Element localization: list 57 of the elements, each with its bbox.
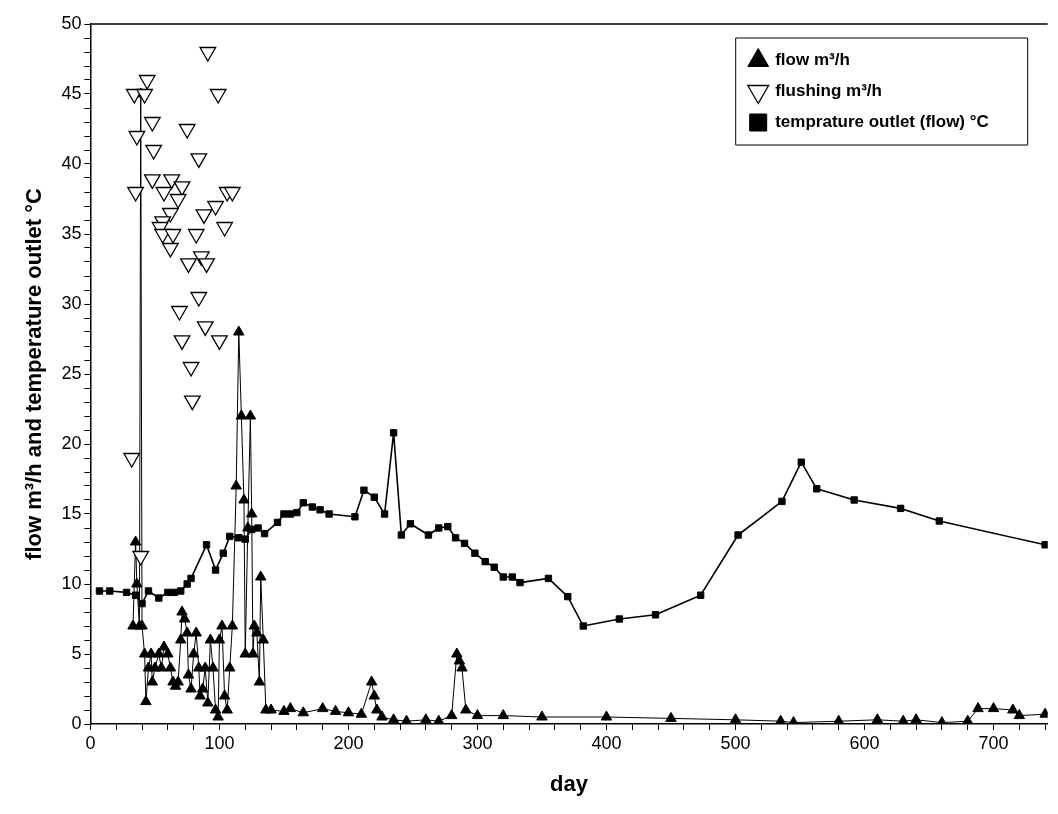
point <box>143 116 161 132</box>
point <box>216 221 234 237</box>
point <box>164 228 182 244</box>
point <box>143 174 161 190</box>
point <box>187 228 205 244</box>
point <box>178 123 196 139</box>
point <box>161 207 179 223</box>
point <box>132 550 150 566</box>
x-tick-label: 400 <box>591 732 622 753</box>
y-tick-label: 10 <box>61 572 82 593</box>
y-tick-label: 40 <box>61 152 82 173</box>
y-tick-label: 0 <box>71 712 82 733</box>
point <box>190 153 208 169</box>
point <box>155 186 173 202</box>
point <box>145 144 163 160</box>
point <box>223 186 241 202</box>
point <box>171 305 188 321</box>
y-tick-label: 15 <box>61 502 82 523</box>
x-tick-label: 0 <box>85 732 96 753</box>
point <box>196 321 214 337</box>
point <box>182 361 200 377</box>
y-tick-label: 20 <box>61 432 82 453</box>
point <box>163 174 181 190</box>
x-tick-label: 100 <box>204 732 235 753</box>
point <box>138 74 156 90</box>
y-tick-label: 5 <box>71 642 82 663</box>
x-tick-label: 300 <box>462 732 493 753</box>
point <box>210 335 228 351</box>
point <box>127 186 145 202</box>
x-tick-label: 200 <box>333 732 364 753</box>
y-tick-label: 45 <box>61 82 82 103</box>
point <box>198 258 215 274</box>
point <box>180 258 197 274</box>
y-tick-label: 30 <box>61 292 82 313</box>
point <box>209 88 227 104</box>
x-tick-label: 500 <box>720 732 751 753</box>
point <box>190 291 208 307</box>
x-tick-label: 700 <box>978 732 1009 753</box>
point <box>199 46 217 62</box>
y-axis-title: flow m³/h and temperature outlet °C <box>21 187 47 560</box>
point <box>183 395 201 411</box>
point <box>195 209 213 225</box>
point <box>173 335 191 351</box>
x-tick-label: 600 <box>849 732 880 753</box>
point <box>128 130 146 146</box>
point <box>136 88 154 104</box>
point <box>169 193 187 209</box>
y-tick-label: 35 <box>61 222 82 243</box>
x-axis-title: day <box>550 770 589 796</box>
point <box>123 452 141 468</box>
legend-label: temprature outlet (flow) °C <box>775 112 989 132</box>
point <box>161 242 179 258</box>
y-tick-label: 25 <box>61 362 82 383</box>
point <box>207 200 225 216</box>
legend-label: flow m³/h <box>775 50 850 70</box>
legend-label: flushing m³/h <box>775 81 882 101</box>
y-tick-label: 50 <box>61 12 82 33</box>
